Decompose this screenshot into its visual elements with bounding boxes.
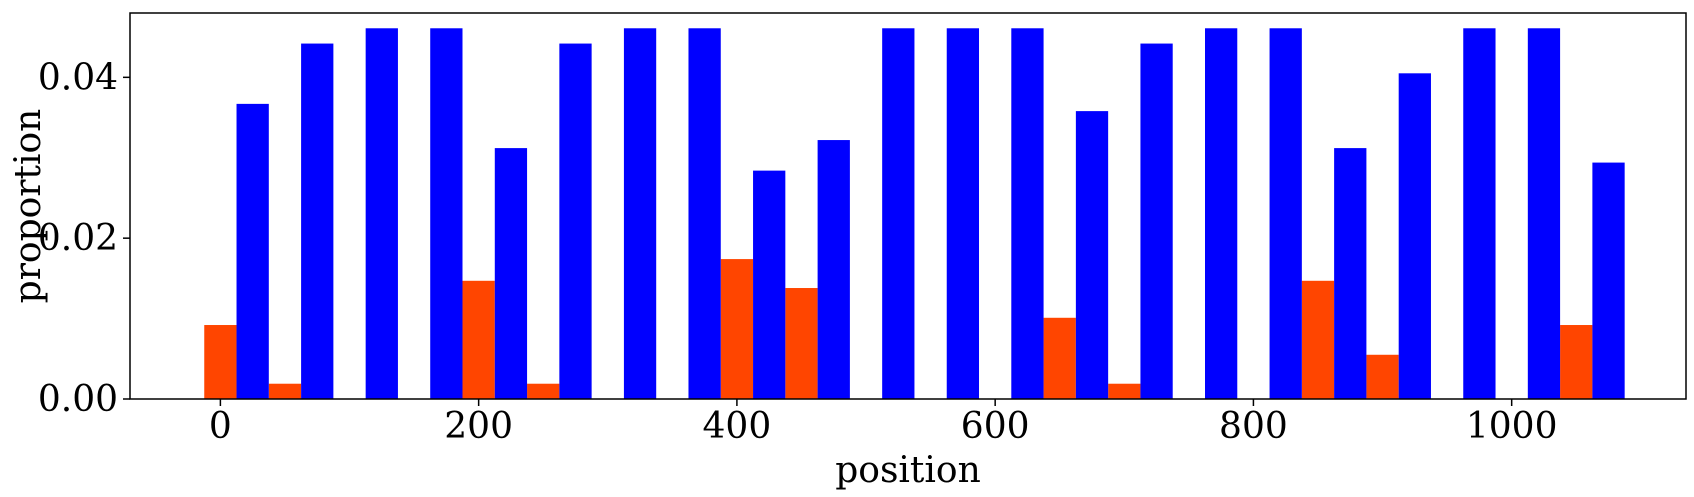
bar-series-0-0 bbox=[204, 325, 237, 399]
y-axis-label: proportion bbox=[8, 109, 49, 304]
bar-series-0-4 bbox=[720, 259, 754, 399]
bar-series-0-3 bbox=[527, 383, 560, 399]
bar-series-1-18 bbox=[1398, 73, 1431, 399]
x-axis-ticks: 0 200 400 600 800 1000 bbox=[209, 399, 1558, 447]
bar-series-0-8 bbox=[1301, 280, 1335, 399]
bar-series-1-0 bbox=[236, 103, 269, 400]
x-tick-label: 200 bbox=[444, 406, 513, 447]
x-tick-label: 600 bbox=[961, 406, 1030, 447]
plot-frame bbox=[129, 12, 1687, 400]
bar-series-1-19 bbox=[1463, 28, 1496, 400]
bar-series-0-5 bbox=[785, 288, 818, 399]
bar-series-1-12 bbox=[1011, 28, 1044, 400]
bar-series-1-2 bbox=[365, 28, 398, 400]
bars-layer bbox=[204, 28, 1625, 400]
bar-series-1-10 bbox=[882, 28, 915, 400]
bar-series-0-7 bbox=[1108, 383, 1141, 399]
bar-series-1-16 bbox=[1269, 28, 1302, 400]
bar-series-0-6 bbox=[1043, 317, 1076, 399]
bar-series-1-1 bbox=[301, 43, 334, 400]
y-tick-label: 0.04 bbox=[38, 57, 118, 98]
bar-series-1-11 bbox=[946, 28, 980, 400]
bar-series-1-8 bbox=[753, 170, 786, 399]
x-tick-label: 400 bbox=[703, 406, 772, 447]
x-tick-label: 0 bbox=[209, 406, 232, 447]
x-tick-label: 800 bbox=[1219, 406, 1288, 447]
bar-series-1-5 bbox=[559, 43, 592, 400]
bar-series-0-2 bbox=[462, 280, 495, 399]
y-tick-label: 0.02 bbox=[38, 218, 118, 259]
x-tick-label: 1000 bbox=[1466, 406, 1558, 447]
bar-series-0-1 bbox=[268, 383, 302, 399]
bar-series-1-4 bbox=[494, 148, 528, 399]
bar-series-1-15 bbox=[1205, 28, 1238, 400]
bar-series-1-21 bbox=[1592, 162, 1625, 399]
bar-series-1-17 bbox=[1334, 148, 1367, 399]
y-axis-ticks: 0.00 0.02 0.04 bbox=[38, 57, 130, 420]
bar-series-0-9 bbox=[1366, 354, 1399, 399]
y-tick-label: 0.00 bbox=[38, 379, 118, 420]
bar-series-1-9 bbox=[817, 140, 850, 399]
bar-series-1-13 bbox=[1075, 111, 1109, 400]
bar-series-1-3 bbox=[430, 28, 463, 400]
bar-series-1-14 bbox=[1140, 43, 1173, 400]
bar-series-1-6 bbox=[623, 28, 657, 400]
bar-series-0-10 bbox=[1560, 325, 1593, 399]
bar-series-1-20 bbox=[1527, 28, 1561, 400]
x-axis-label: position bbox=[835, 450, 981, 491]
bar-series-1-7 bbox=[688, 28, 721, 400]
